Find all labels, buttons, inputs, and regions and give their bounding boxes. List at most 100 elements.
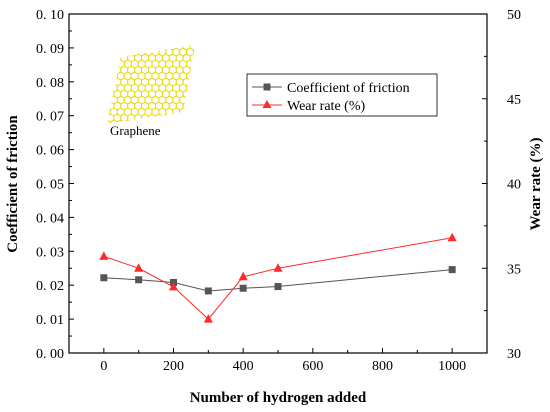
graphene-hex-cell <box>235 156 242 164</box>
graphene-hex-cell <box>107 186 114 194</box>
graphene-hex-cell <box>128 138 135 146</box>
graphene-hex-cell <box>168 113 177 123</box>
graphene-hex-cell <box>232 186 239 194</box>
graphene-hex-cell <box>152 168 159 176</box>
graphene-hex-cell <box>235 60 242 68</box>
graphene-hex-cell <box>121 162 128 170</box>
graphene-hex-cell <box>190 126 197 134</box>
y-left-tick-label: 0. 10 <box>36 8 64 23</box>
graphene-hex-cell <box>214 132 221 140</box>
graphene-hex-cell <box>204 138 211 146</box>
graphene-hex-cell <box>218 42 225 50</box>
y-right-tick-label: 30 <box>507 347 521 362</box>
graphene-hex-cell <box>145 156 152 164</box>
data-point-wear-rate <box>134 263 144 272</box>
graphene-hex-cell <box>169 186 176 194</box>
graphene-hex-cell <box>193 59 195 69</box>
graphene-hex-cell <box>165 107 174 117</box>
graphene-hex-cell <box>166 180 173 188</box>
graphene-hex-cell <box>200 144 207 152</box>
graphene-hex-cell <box>221 72 228 80</box>
graphene-hex-cell <box>97 84 104 92</box>
graphene-hex-cell <box>173 168 180 176</box>
graphene-hex-cell <box>245 138 252 146</box>
graphene-hex-cell <box>197 114 204 122</box>
graphene-hex-cell <box>225 126 232 134</box>
graphene-hex-cell <box>110 144 117 152</box>
graphene-hex-cell <box>239 42 246 50</box>
graphene-hex-cell <box>194 180 201 188</box>
x-tick-label: 800 <box>372 359 393 374</box>
graphene-hex-cell <box>211 126 218 134</box>
graphene-hex-cell <box>180 156 187 164</box>
graphene-hex-cell <box>134 113 143 123</box>
graphene-hex-cell <box>235 120 242 128</box>
graphene-hex-cell <box>204 78 211 86</box>
graphene-hex-cell <box>200 96 207 104</box>
graphene-hex-cell <box>214 144 221 152</box>
graphene-hex-cell <box>211 90 218 98</box>
graphene-hex-cell <box>232 102 239 110</box>
graphene-hex-cell <box>135 150 142 158</box>
graphene-hex-cell <box>107 65 108 75</box>
graphene-hex-cell <box>197 186 204 194</box>
graphene-hex-cell <box>207 144 214 152</box>
graphene-hex-cell <box>109 47 118 57</box>
graphene-hex-cell <box>162 174 169 182</box>
graphene-hex-cell <box>228 48 235 56</box>
graphene-hex-cell <box>245 54 252 62</box>
graphene-hex-cell <box>193 119 195 124</box>
graphene-hex-cell <box>141 45 149 51</box>
graphene-hex-cell <box>228 168 235 176</box>
graphene-hex-cell <box>97 96 104 104</box>
graphene-hex-cell <box>242 48 249 56</box>
graphene-hex-cell <box>214 84 221 92</box>
graphene-hex-cell <box>204 42 211 50</box>
y-right-tick-label: 45 <box>507 93 521 108</box>
graphene-hex-cell <box>123 119 132 124</box>
graphene-hex-cell <box>97 60 104 68</box>
graphene-hex-cell <box>218 66 225 74</box>
graphene-hex-cell <box>190 162 197 170</box>
x-tick-label: 200 <box>163 359 184 374</box>
graphene-hex-cell <box>186 119 194 124</box>
legend-marker-wear <box>262 100 272 108</box>
graphene-hex-cell <box>245 126 252 134</box>
x-axis-title: Number of hydrogen added <box>190 390 367 406</box>
graphene-hex-cell <box>159 36 166 44</box>
graphene-hex-cell <box>107 89 108 99</box>
graphene-hex-cell <box>204 90 211 98</box>
graphene-hex-cell <box>97 48 104 56</box>
graphene-hex-cell <box>116 119 125 124</box>
graphene-hex-cell <box>245 186 252 194</box>
graphene-hex-cell <box>117 180 124 188</box>
graphene-hex-cell <box>235 36 242 44</box>
graphene-hex-cell <box>180 36 187 44</box>
graphene-hex-cell <box>107 174 114 182</box>
graphene-hex-cell <box>225 66 232 74</box>
graphene-hex-cell <box>128 174 135 182</box>
graphene-hex-cell <box>148 113 156 123</box>
data-point-friction <box>100 274 108 282</box>
graphene-hex-cell <box>225 138 232 146</box>
graphene-hex-cell <box>235 144 242 152</box>
graphene-hex-cell <box>121 186 128 194</box>
graphene-hex-cell <box>204 150 211 158</box>
graphene-hex-cell <box>169 174 176 182</box>
graphene-hex-cell <box>135 162 142 170</box>
graphene-hex-cell <box>142 138 149 146</box>
graphene-hex-cell <box>218 54 225 62</box>
graphene-hex-cell <box>187 132 194 140</box>
graphene-hex-cell <box>194 144 201 152</box>
graphene-hex-cell <box>197 126 204 134</box>
graphene-hex-cell <box>173 180 180 188</box>
graphene-hex-cell <box>225 114 232 122</box>
graphene-hex-cell <box>166 168 173 176</box>
graphene-hex-cell <box>235 168 242 176</box>
graphene-hex-cell <box>225 54 232 62</box>
graphene-hex-cell <box>103 168 110 176</box>
graphene-hex-cell <box>204 114 211 122</box>
graphene-hex-cell <box>121 174 128 182</box>
graphene-hex-cell <box>100 186 107 194</box>
graphene-hex-cell <box>187 144 194 152</box>
